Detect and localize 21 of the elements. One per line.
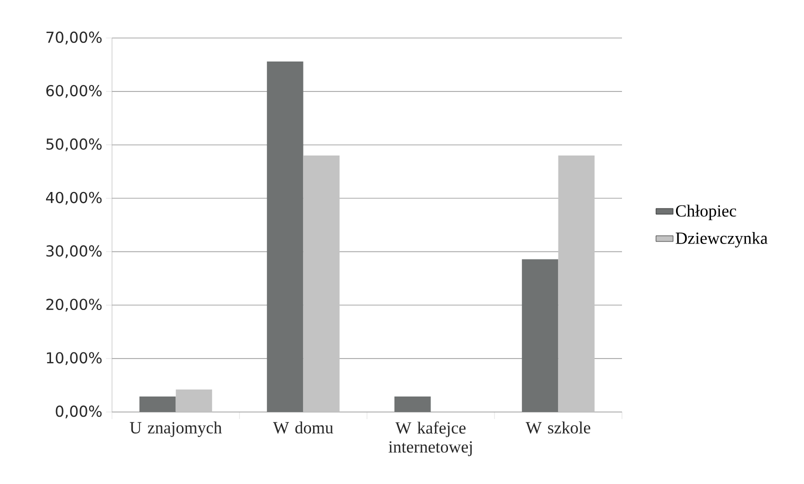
y-tick-label: 50,00% xyxy=(46,138,102,152)
y-tick-label: 20,00% xyxy=(46,298,102,312)
y-tick-label: 60,00% xyxy=(46,84,102,98)
y-tick-label: 10,00% xyxy=(46,352,102,365)
bar xyxy=(522,259,558,412)
x-tick-label: W szkole xyxy=(526,422,590,434)
legend-label: Dziewczynka xyxy=(676,232,768,248)
y-tick-label: 70,00% xyxy=(46,32,102,44)
bar xyxy=(558,156,595,412)
bar xyxy=(176,390,212,412)
bar xyxy=(139,396,176,412)
legend-label: Chłopiec xyxy=(676,204,736,220)
y-tick-label: 30,00% xyxy=(46,245,102,258)
x-tick-label: U znajomych xyxy=(130,422,222,437)
bar xyxy=(266,62,304,412)
x-tick-label: W domu xyxy=(273,422,334,434)
y-tick-label: 40,00% xyxy=(46,192,102,205)
x-tick-label: W kafejce internetowej xyxy=(388,422,472,456)
bar xyxy=(394,396,431,412)
y-tick-label: 0,00% xyxy=(56,406,102,418)
bar xyxy=(303,156,340,412)
